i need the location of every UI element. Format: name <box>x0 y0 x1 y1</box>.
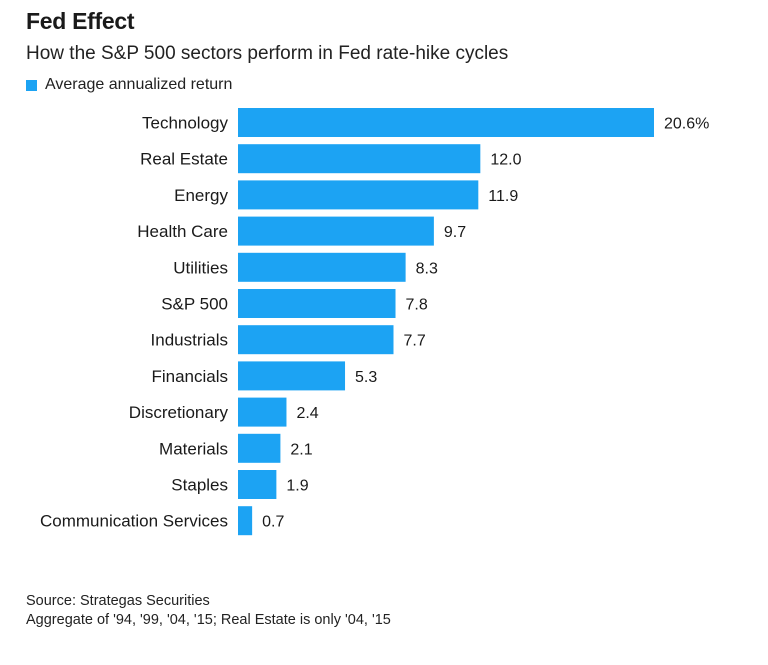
value-label: 7.8 <box>406 297 428 314</box>
value-label: 5.3 <box>355 369 377 386</box>
value-label: 8.3 <box>416 260 438 277</box>
legend-swatch <box>26 79 37 91</box>
category-label: Materials <box>159 439 228 458</box>
category-label: Utilities <box>173 258 228 277</box>
bar-energy <box>238 180 479 210</box>
chart-title: Fed Effect <box>26 8 135 34</box>
bar-technology <box>238 108 654 137</box>
bar-chart: Technology 20.6% Real Estate 12.0 Energy 11.9… <box>40 108 709 536</box>
category-label: Communication Services <box>40 512 228 531</box>
value-label: 20.6% <box>664 116 709 133</box>
category-label: Real Estate <box>140 150 228 169</box>
value-label: 9.7 <box>444 224 466 241</box>
category-label: Health Care <box>137 222 228 241</box>
category-label: Industrials <box>151 331 228 350</box>
category-label: Energy <box>174 186 228 205</box>
bar-utilities <box>238 252 406 282</box>
bar-s-p-500 <box>238 289 396 318</box>
category-label: Financials <box>151 367 228 386</box>
source-note: Source: Strategas Securities <box>26 593 210 609</box>
value-label: 11.9 <box>488 188 518 205</box>
value-label: 2.1 <box>290 441 312 458</box>
bar-real-estate <box>238 144 481 174</box>
legend-label: Average annualized return <box>45 76 233 93</box>
bar-communication-services <box>238 506 253 536</box>
bar-health-care <box>238 216 434 246</box>
value-label: 12.0 <box>490 152 521 169</box>
category-label: S&P 500 <box>161 295 228 314</box>
footnote: Aggregate of '94, '99, '04, '15; Real Es… <box>26 612 391 628</box>
value-label: 0.7 <box>262 514 284 531</box>
bar-discretionary <box>238 397 287 427</box>
bar-industrials <box>238 325 394 355</box>
chart-subtitle: How the S&P 500 sectors perform in Fed r… <box>26 43 509 64</box>
category-label: Staples <box>171 476 228 495</box>
value-label: 2.4 <box>296 405 318 422</box>
category-label: Discretionary <box>129 403 229 422</box>
legend: Average annualized return <box>26 76 232 94</box>
category-label: Technology <box>142 114 229 133</box>
value-label: 7.7 <box>403 333 425 350</box>
value-label: 1.9 <box>286 478 308 495</box>
bar-financials <box>238 361 346 391</box>
bar-staples <box>238 470 277 499</box>
bar-materials <box>238 433 281 463</box>
